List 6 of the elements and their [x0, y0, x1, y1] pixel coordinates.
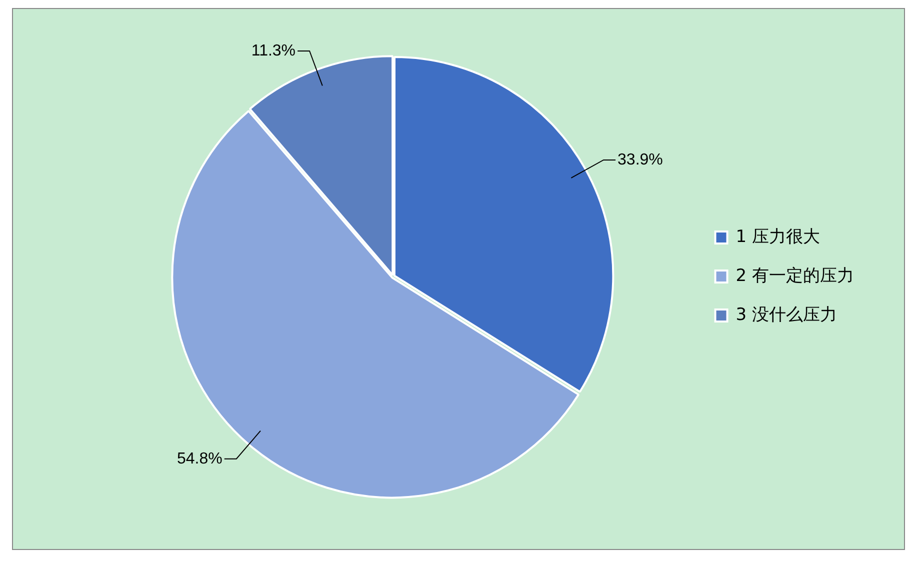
data-label: 11.3% [251, 42, 296, 60]
legend-label: 3 没什么压力 [736, 304, 838, 325]
data-label: 54.8% [177, 450, 222, 468]
data-label: 33.9% [618, 151, 663, 168]
legend-label: 1 压力很大 [736, 226, 820, 247]
legend-label: 2 有一定的压力 [736, 266, 854, 286]
